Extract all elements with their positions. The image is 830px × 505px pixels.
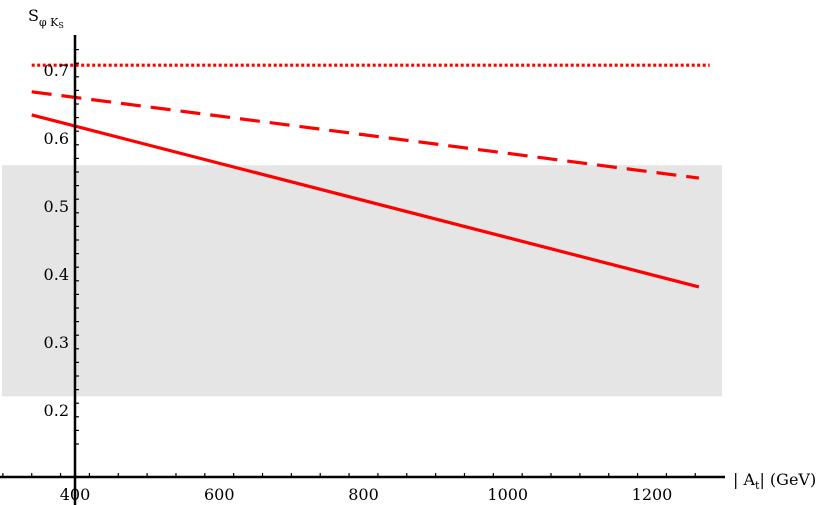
- x-tick-label: 600: [204, 485, 235, 504]
- x-tick-label: 1000: [487, 485, 528, 504]
- x-tick-label: 1200: [632, 485, 673, 504]
- shaded-band-layer: [2, 165, 722, 397]
- series-line-dashed: [31, 90, 700, 180]
- x-tick-label: 800: [348, 485, 379, 504]
- y-tick-label: 0.6: [44, 129, 69, 148]
- y-tick-label: 0.3: [44, 333, 69, 352]
- shaded-band: [2, 165, 722, 397]
- y-tick-label: 0.4: [44, 265, 69, 284]
- y-tick-label: 0.5: [44, 197, 69, 216]
- y-axis-label-sub: φ K: [39, 16, 59, 29]
- y-tick-label: 0.7: [44, 61, 69, 80]
- tick-labels-layer: 400 600 800 1000 1200 0.2 0.3 0.4 0.5 0.6 0.7: [44, 61, 673, 504]
- y-axis-label: Sφ KS: [28, 6, 64, 30]
- x-axis-label-sub: t: [755, 479, 760, 492]
- y-axis-label-main: S: [28, 6, 39, 25]
- y-tick-label: 0.2: [44, 401, 69, 420]
- series-line-solid: [31, 113, 700, 289]
- y-axis-label-subsub: S: [58, 21, 63, 30]
- series-layer: [31, 63, 710, 289]
- x-axis-label-prefix: | A: [733, 470, 755, 489]
- ticks-layer: [2, 48, 696, 477]
- x-tick-label: 400: [60, 485, 91, 504]
- axes-layer: [0, 35, 725, 505]
- x-axis-label-suffix: | (GeV): [759, 470, 816, 489]
- x-axis-label: | At| (GeV): [733, 470, 816, 492]
